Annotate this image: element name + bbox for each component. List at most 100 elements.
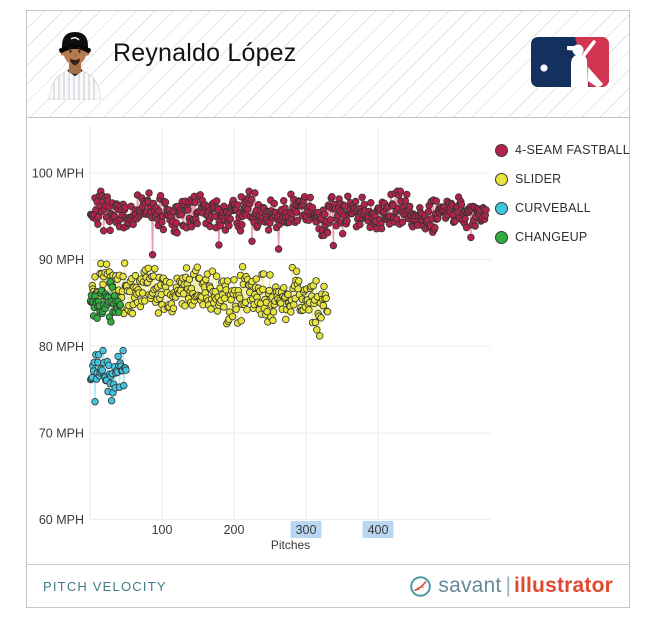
- data-point: [181, 302, 189, 310]
- legend-label: CHANGEUP: [515, 230, 588, 244]
- data-point: [461, 214, 469, 223]
- page-title: Reynaldo López: [113, 39, 297, 67]
- data-point: [358, 193, 366, 201]
- data-point: [99, 346, 107, 355]
- data-point: [151, 264, 159, 273]
- legend-item-slider[interactable]: SLIDER: [495, 172, 630, 186]
- data-point: [243, 306, 251, 314]
- data-point: [295, 277, 303, 285]
- data-point: [467, 233, 475, 242]
- x-axis-tick-label: 300: [296, 523, 317, 537]
- data-point: [215, 241, 223, 249]
- data-point: [91, 398, 99, 406]
- data-point: [367, 198, 375, 207]
- legend-label: 4-SEAM FASTBALL: [515, 143, 630, 157]
- data-point: [259, 270, 268, 278]
- data-point: [274, 245, 283, 253]
- player-photo: [48, 32, 102, 100]
- data-point: [154, 309, 163, 317]
- data-point: [185, 275, 194, 284]
- data-point: [269, 316, 277, 325]
- mlb-logo-icon: [531, 37, 609, 87]
- data-point: [148, 250, 157, 259]
- data-point: [293, 216, 302, 225]
- data-point: [398, 218, 407, 226]
- data-point: [144, 264, 152, 272]
- y-axis-tick-label: 70 MPH: [39, 426, 84, 440]
- data-point: [323, 307, 332, 316]
- legend-swatch-icon: [495, 230, 508, 244]
- data-point: [208, 267, 217, 275]
- legend-swatch-icon: [495, 143, 508, 157]
- data-point: [172, 219, 181, 227]
- data-point: [319, 301, 327, 310]
- series-points-curveball: [87, 346, 130, 406]
- data-point: [115, 308, 123, 316]
- data-point: [99, 227, 108, 235]
- legend-label: SLIDER: [515, 172, 562, 186]
- data-point: [306, 193, 314, 202]
- baseball-icon: [410, 575, 432, 597]
- legend-item-changeup[interactable]: CHANGEUP: [495, 230, 630, 244]
- data-point: [120, 259, 129, 267]
- data-point: [237, 193, 245, 201]
- data-point: [311, 318, 320, 327]
- data-point: [356, 220, 364, 229]
- data-point: [265, 286, 273, 295]
- data-point: [173, 229, 181, 237]
- data-point: [184, 206, 192, 214]
- data-point: [431, 223, 439, 232]
- data-point: [360, 200, 368, 209]
- legend-swatch-icon: [495, 201, 508, 215]
- data-point: [128, 309, 137, 318]
- data-point: [207, 305, 215, 313]
- data-point: [193, 263, 201, 271]
- data-point: [228, 312, 237, 321]
- data-point: [432, 197, 440, 205]
- data-point: [166, 278, 174, 287]
- player-card: Reynaldo López 100 MPH 90 MPH 80 MPH 70 MPH…: [26, 10, 630, 608]
- data-point: [401, 197, 410, 205]
- data-point: [223, 277, 232, 285]
- data-point: [116, 300, 124, 309]
- data-point: [305, 306, 313, 314]
- data-point: [259, 285, 267, 294]
- data-point: [377, 224, 386, 233]
- data-point: [321, 210, 329, 218]
- data-point: [403, 190, 411, 199]
- data-point: [284, 290, 292, 299]
- savant-illustrator-logo: savant | illustrator: [409, 574, 613, 598]
- x-axis-tick-label: 100: [152, 523, 173, 537]
- data-point: [352, 197, 360, 206]
- data-point: [216, 221, 224, 230]
- data-point: [182, 264, 191, 272]
- data-point: [406, 202, 414, 211]
- scatter-plot-canvas: 100 MPH 90 MPH 80 MPH 70 MPH 60 MPH 100 200 300…: [32, 126, 491, 552]
- data-point: [169, 304, 178, 313]
- data-point: [280, 196, 288, 205]
- data-point: [179, 289, 188, 298]
- data-point: [290, 301, 298, 309]
- data-point: [323, 228, 332, 237]
- data-point: [220, 303, 228, 311]
- header: Reynaldo López: [27, 11, 629, 118]
- data-point: [396, 187, 404, 195]
- data-point: [119, 272, 127, 281]
- data-point: [339, 229, 347, 238]
- data-point: [193, 219, 201, 228]
- legend-item-4-seam-fastball[interactable]: 4-SEAM FASTBALL: [495, 143, 630, 157]
- data-point: [313, 326, 321, 334]
- data-point: [107, 318, 115, 326]
- data-point: [341, 202, 349, 210]
- data-point: [292, 208, 301, 216]
- data-point: [238, 220, 246, 229]
- data-point: [187, 222, 196, 231]
- data-point: [161, 198, 170, 206]
- data-point: [389, 201, 397, 209]
- series-points-changeup: [87, 277, 124, 326]
- data-point: [280, 283, 288, 292]
- footer: PITCH VELOCITY savant | illustrator: [27, 564, 629, 607]
- data-point: [316, 332, 324, 340]
- data-point: [264, 226, 273, 234]
- legend-item-curveball[interactable]: CURVEBALL: [495, 201, 630, 215]
